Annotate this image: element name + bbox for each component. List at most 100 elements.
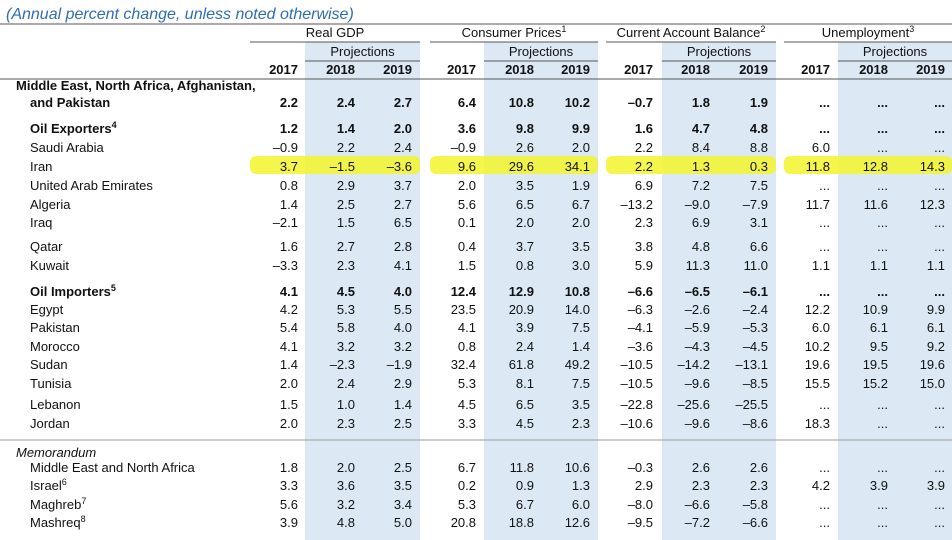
- cell-value: ...: [819, 215, 830, 230]
- cell-value: 2.9: [337, 178, 355, 193]
- cell-value: 1.5: [280, 397, 298, 412]
- cell-value: 10.9: [863, 302, 888, 317]
- cell-value: ...: [877, 284, 888, 299]
- cell-value: ...: [819, 460, 830, 475]
- cell-value: 12.8: [863, 159, 888, 174]
- cell-value: 7.5: [572, 320, 590, 335]
- cell-value: 1.2: [280, 121, 298, 136]
- projections-header: Projections: [863, 44, 928, 59]
- cell-value: ...: [877, 397, 888, 412]
- cell-value: ...: [819, 497, 830, 512]
- cell-value: –5.9: [685, 320, 710, 335]
- cell-value: 7.2: [692, 178, 710, 193]
- row-label: Egypt: [30, 302, 64, 317]
- cell-value: 4.2: [812, 478, 830, 493]
- cell-value: 7.5: [572, 376, 590, 391]
- cell-value: 6.7: [572, 197, 590, 212]
- cell-value: –2.3: [330, 357, 355, 372]
- cell-value: 0.8: [280, 178, 298, 193]
- row-label-text: Oil Exporters: [30, 121, 112, 136]
- cell-value: 3.7: [394, 178, 412, 193]
- cell-value: 12.6: [565, 515, 590, 530]
- cell-value: 4.8: [692, 239, 710, 254]
- cell-value: 10.2: [805, 339, 830, 354]
- cell-value: 6.0: [572, 497, 590, 512]
- cell-value: –9.0: [685, 197, 710, 212]
- row-label-text: Tunisia: [30, 376, 72, 391]
- cell-value: 3.2: [394, 339, 412, 354]
- cell-value: 0.2: [458, 478, 476, 493]
- cell-value: 3.7: [280, 159, 298, 174]
- cell-value: 5.6: [458, 197, 476, 212]
- cell-value: –2.4: [743, 302, 768, 317]
- cell-value: ...: [819, 515, 830, 530]
- cell-value: –6.6: [628, 284, 653, 299]
- cell-value: 6.7: [458, 460, 476, 475]
- cell-value: 1.8: [280, 460, 298, 475]
- cell-value: 5.6: [280, 497, 298, 512]
- cell-value: 3.7: [516, 239, 534, 254]
- year-header: 2019: [916, 62, 945, 77]
- cell-value: 14.3: [920, 159, 945, 174]
- cell-value: 9.6: [458, 159, 476, 174]
- cell-value: 1.8: [692, 95, 710, 110]
- cell-value: 9.9: [572, 121, 590, 136]
- cell-value: 4.5: [337, 284, 355, 299]
- cell-value: ...: [877, 95, 888, 110]
- row-label: Oil Importers5: [30, 283, 116, 299]
- cell-value: –3.3: [273, 258, 298, 273]
- cell-value: –13.2: [620, 197, 653, 212]
- row-label: United Arab Emirates: [30, 178, 153, 193]
- cell-value: –9.5: [628, 515, 653, 530]
- cell-value: 2.5: [394, 460, 412, 475]
- cell-value: ...: [877, 140, 888, 155]
- projections-header: Projections: [509, 44, 574, 59]
- cell-value: 15.5: [805, 376, 830, 391]
- projection-shade: [662, 42, 776, 540]
- cell-value: 5.3: [337, 302, 355, 317]
- cell-value: 5.4: [280, 320, 298, 335]
- cell-value: –9.6: [685, 376, 710, 391]
- cell-value: –8.5: [743, 376, 768, 391]
- cell-value: –4.3: [685, 339, 710, 354]
- cell-value: ...: [877, 416, 888, 431]
- cell-value: 11.8: [806, 159, 830, 174]
- cell-value: 12.3: [920, 197, 945, 212]
- cell-value: 4.1: [280, 284, 298, 299]
- cell-value: 3.5: [572, 239, 590, 254]
- row-label-text: Israel: [30, 478, 62, 493]
- cell-value: –22.8: [620, 397, 653, 412]
- cell-value: 2.4: [516, 339, 534, 354]
- cell-value: 6.9: [692, 215, 710, 230]
- cell-value: 3.2: [337, 339, 355, 354]
- cell-value: 6.4: [458, 95, 477, 110]
- cell-value: 6.5: [516, 397, 534, 412]
- cell-value: 2.6: [692, 460, 710, 475]
- cell-value: 1.1: [812, 258, 830, 273]
- row-label-text: Saudi Arabia: [30, 140, 104, 155]
- cell-value: 6.6: [750, 239, 768, 254]
- row-label: Maghreb7: [30, 496, 86, 512]
- cell-value: 19.6: [920, 357, 945, 372]
- cell-value: 2.4: [394, 140, 412, 155]
- cell-value: –6.5: [685, 284, 710, 299]
- cell-value: 0.3: [750, 159, 768, 174]
- cell-value: –10.5: [620, 376, 653, 391]
- cell-value: 2.0: [394, 121, 412, 136]
- cell-value: ...: [819, 239, 830, 254]
- cell-value: –6.6: [743, 515, 768, 530]
- cell-value: 3.5: [516, 178, 534, 193]
- cell-value: 3.5: [394, 478, 412, 493]
- cell-value: 8.4: [692, 140, 710, 155]
- cell-value: 5.9: [635, 258, 653, 273]
- cell-value: 6.7: [516, 497, 534, 512]
- year-header: 2018: [859, 62, 888, 77]
- footnote-mark: 2: [760, 24, 765, 34]
- cell-value: 2.2: [635, 159, 653, 174]
- cell-value: –0.3: [628, 460, 653, 475]
- cell-value: 4.0: [394, 284, 412, 299]
- cell-value: 1.5: [337, 215, 355, 230]
- row-label-text: Pakistan: [30, 320, 80, 335]
- cell-value: 20.8: [451, 515, 476, 530]
- cell-value: –13.1: [735, 357, 768, 372]
